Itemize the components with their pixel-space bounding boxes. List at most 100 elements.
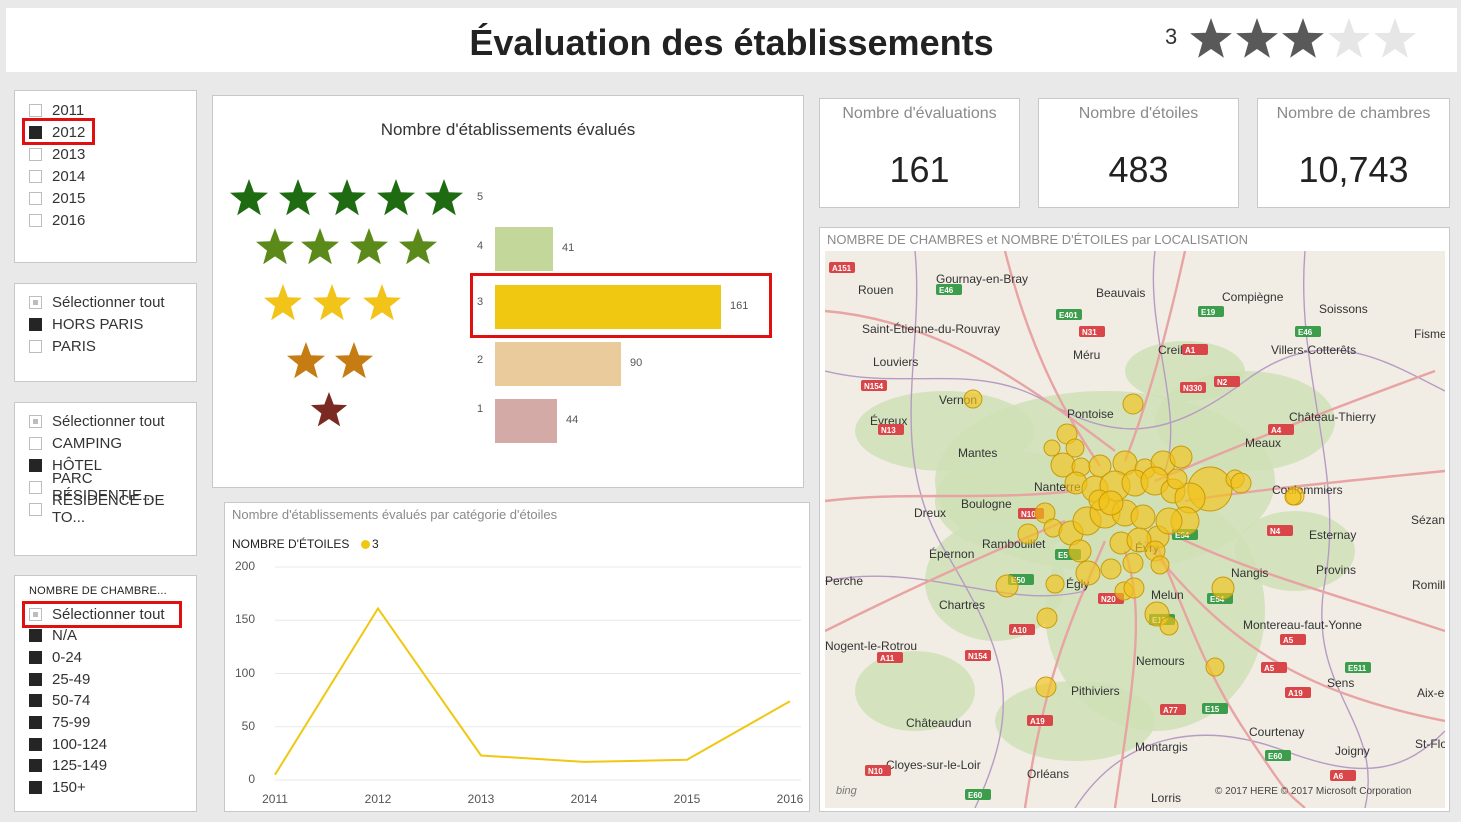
checkbox[interactable] [29,191,42,205]
checkbox[interactable] [29,716,42,729]
road-shield-label: A77 [1163,706,1178,715]
map-bubble[interactable] [1130,504,1156,530]
legend-series-label[interactable]: 3 [372,537,379,551]
map-place-label: Courtenay [1249,725,1304,739]
map-bubble[interactable] [1043,439,1061,457]
checkbox[interactable] [29,759,42,773]
map-bubble[interactable] [1205,657,1225,677]
slicer-option[interactable]: 2012 [29,122,85,142]
map-place-label: Provins [1316,563,1356,577]
slicer-option[interactable]: Sélectionner tout [29,292,165,312]
bar[interactable] [495,285,721,329]
map-bubble[interactable] [1211,576,1235,600]
slicer-option[interactable]: RÉSIDENCE DE TO... [29,492,196,526]
map-place-label: Saint-Étienne-du-Rouvray [862,321,1000,336]
checkbox[interactable] [29,295,42,309]
checkbox[interactable] [29,781,42,795]
map-place-label: Méru [1073,348,1100,362]
slicer-option[interactable]: 2011 [29,100,84,120]
slicer-option[interactable]: 100-124 [29,734,107,754]
checkbox[interactable] [29,458,42,472]
map-bubble[interactable] [1017,523,1039,545]
checkbox[interactable] [29,213,42,227]
map-bubble[interactable] [1068,539,1092,563]
slicer-option[interactable]: CAMPING [29,433,122,453]
slicer-option[interactable]: 25-49 [29,669,90,689]
map-bubble[interactable] [1150,555,1170,575]
slicer-option[interactable]: 2014 [29,166,85,186]
map-bubble[interactable] [1284,488,1302,506]
map-bubble[interactable] [963,389,983,409]
road-shield-label: N31 [1082,328,1097,337]
bar-value-label: 161 [730,300,749,312]
map-bubble[interactable] [995,574,1019,598]
map-copyright: © 2017 HERE © 2017 Microsoft Corporation [1215,786,1412,797]
checkbox[interactable] [29,650,42,664]
map-place-label: Mantes [958,446,997,460]
map-bubble[interactable] [1035,676,1057,698]
slicer-option[interactable]: 2013 [29,144,85,164]
map-bubble[interactable] [1123,577,1145,599]
slicer-option[interactable]: 2016 [29,210,85,230]
forest-area [995,681,1155,761]
map-bubble[interactable] [1230,472,1252,494]
checkbox[interactable] [29,339,42,353]
checkbox[interactable] [29,436,42,450]
checkbox[interactable] [29,502,42,516]
slicer-option[interactable]: N/A [29,626,77,646]
map-place-label: Montargis [1135,740,1188,754]
slicer-option[interactable]: 125-149 [29,756,107,776]
map-bubble[interactable] [1122,552,1144,574]
checkbox[interactable] [29,317,42,331]
map-bubble[interactable] [1045,574,1065,594]
checkbox[interactable] [29,169,42,183]
slicer-option-label: 2012 [52,123,86,141]
road-shield-icon [1280,634,1306,645]
slicer-option[interactable]: 0-24 [29,647,82,667]
checkbox[interactable] [29,629,42,643]
slicer-option[interactable]: Sélectionner tout [29,604,165,624]
map-bubble[interactable] [1100,558,1122,580]
map-bubble[interactable] [1126,527,1152,553]
road-shield-label: E60 [1268,752,1283,761]
checkbox[interactable] [29,103,42,117]
kpi-card-rooms: Nombre de chambres 10,743 [1257,98,1450,208]
bar-value-label: 41 [562,242,575,254]
slicer-option[interactable]: 50-74 [29,691,90,711]
slicer-option-label: 150+ [52,779,86,797]
map-bubble[interactable] [1159,616,1179,636]
bubble-map[interactable]: Gournay-en-Bray Rouen Beauvais Compiègne Soi… [825,251,1445,808]
checkbox[interactable] [29,414,42,428]
checkbox[interactable] [29,672,42,686]
slicer-option[interactable]: PARC RÉSIDENTIE... [29,470,196,504]
checkbox[interactable] [29,694,42,708]
map-bubble[interactable] [1166,468,1188,490]
slicer-option[interactable]: Sélectionner tout [29,411,165,431]
slicer-option[interactable]: 75-99 [29,713,90,733]
map-bubble[interactable] [1098,490,1124,516]
checkbox[interactable] [29,125,42,139]
slicer-option[interactable]: PARIS [29,336,96,356]
checkbox[interactable] [29,147,42,161]
bar[interactable] [495,227,553,271]
map-bubble[interactable] [1169,445,1193,469]
map-bubble[interactable] [1036,607,1058,629]
slicer-option[interactable]: HÔTEL [29,455,102,475]
slicer-option-label: PARIS [52,337,96,355]
map-place-label: Orléans [1027,767,1069,781]
bar[interactable] [495,342,621,386]
checkbox[interactable] [29,480,42,494]
map-bubble[interactable] [1155,507,1183,535]
slicer-option[interactable]: HORS PARIS [29,314,143,334]
rating-star-icon [1374,18,1416,58]
series-line[interactable] [274,606,791,776]
map-bubble[interactable] [1065,438,1085,458]
slicer-option[interactable]: 2015 [29,188,85,208]
checkbox[interactable] [29,607,42,621]
road-shield-icon [936,284,962,295]
checkbox[interactable] [29,737,42,751]
map-bubble[interactable] [1122,393,1144,415]
map-bubble[interactable] [1075,560,1101,586]
slicer-option[interactable]: 150+ [29,778,86,798]
bar[interactable] [495,399,557,443]
